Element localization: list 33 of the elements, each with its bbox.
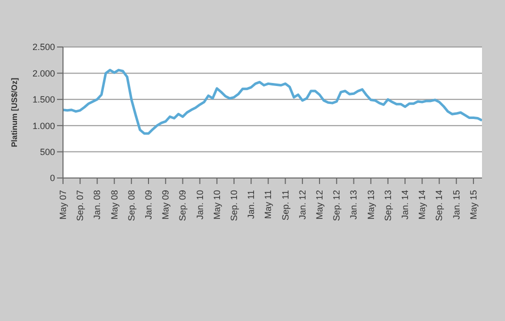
- x-tick-label: May 08: [109, 190, 120, 220]
- y-tick-label: 2.000: [32, 68, 55, 78]
- x-tick-label: Sep. 09: [178, 190, 188, 222]
- x-tick-label: May 07: [58, 190, 68, 220]
- x-tick-label: May 09: [160, 190, 171, 220]
- x-tick-label: May 10: [212, 190, 222, 220]
- x-tick-label: Sep. 07: [75, 190, 86, 222]
- x-tick-label: Sep. 08: [126, 190, 136, 222]
- x-tick-label: May 14: [417, 190, 428, 220]
- x-tick-label: May 11: [263, 190, 274, 219]
- x-tick-label: May 12: [314, 190, 325, 220]
- x-tick-label: Sep. 11: [280, 190, 290, 220]
- x-tick-label: Sep. 12: [332, 190, 342, 222]
- x-tick-label: Jan. 09: [144, 190, 154, 220]
- x-tick-label: Jan. 12: [297, 190, 308, 220]
- x-tick-label: May 15: [468, 190, 478, 220]
- x-tick-label: Jan. 15: [451, 190, 462, 220]
- x-tick-label: Jan. 10: [194, 190, 205, 220]
- x-tick-label: Sep. 13: [382, 190, 393, 222]
- x-tick-label: Jan. 11: [246, 190, 256, 219]
- x-tick-label: May 13: [366, 190, 376, 220]
- y-tick-label: 500: [40, 146, 55, 157]
- x-tick-label: Jan. 13: [348, 190, 359, 220]
- x-tick-label: Sep. 10: [229, 190, 240, 222]
- y-axis-title: Platinum [US$/Oz]: [10, 77, 19, 148]
- x-tick-label: Jan. 14: [400, 190, 410, 220]
- y-tick-label: 1.500: [32, 94, 55, 105]
- line-series: [63, 68, 482, 135]
- y-tick-label: 2.500: [32, 42, 55, 52]
- y-tick-label: 0: [50, 173, 55, 184]
- x-tick-label: Sep. 14: [434, 190, 444, 222]
- y-tick-label: 1.000: [32, 120, 55, 131]
- x-tick-label: Jan. 08: [92, 190, 102, 220]
